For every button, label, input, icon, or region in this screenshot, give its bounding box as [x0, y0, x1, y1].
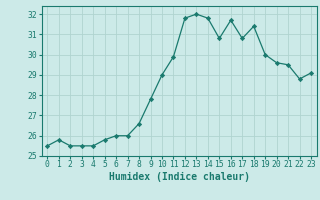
X-axis label: Humidex (Indice chaleur): Humidex (Indice chaleur) — [109, 172, 250, 182]
